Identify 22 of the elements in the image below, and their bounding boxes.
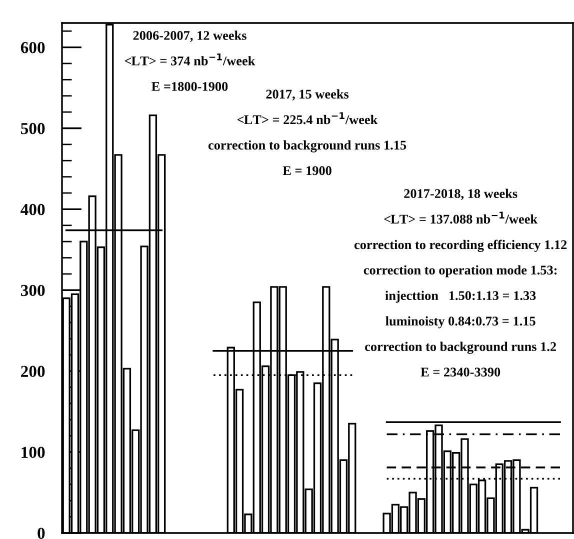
annotation: correction to operation mode 1.53: (364, 265, 557, 278)
annotation: correction to background runs 1.15 (208, 140, 406, 152)
annotation: luminoisty 0.84:0.73 = 1.15 (386, 316, 536, 328)
annotation: <LT> = 374 nb$^{−1}$/week (124, 53, 256, 66)
annotation: E = 1900 (282, 166, 332, 176)
y-tick-label: 100 (22, 446, 45, 458)
y-tick-label: 0 (38, 528, 45, 539)
annotation: 2017, 15 weeks (266, 89, 349, 100)
y-tick-label: 300 (20, 284, 45, 296)
annotation: <LT> = 137.088 nb$^{−1}$/week (384, 212, 538, 224)
annotation: E = 2340-3390 (420, 368, 500, 377)
y-tick-label: 200 (21, 366, 45, 378)
annotation: injecttion 1.50:1.13 = 1.33 (385, 290, 536, 303)
y-tick-label: 600 (20, 42, 45, 54)
annotation: 2006-2007, 12 weeks (133, 30, 246, 42)
annotation: 2017-2018, 18 weeks (404, 188, 518, 200)
y-tick-label: 400 (20, 204, 45, 216)
annotation: E =1800-1900 (152, 82, 228, 91)
annotation: <LT> = 225.4 nb$^{−1}$/week (237, 112, 378, 124)
annotation: correction to background runs 1.2 (365, 342, 556, 354)
annotation: correction to recording efficiency 1.12 (354, 240, 567, 252)
y-tick-label: 500 (21, 122, 45, 134)
